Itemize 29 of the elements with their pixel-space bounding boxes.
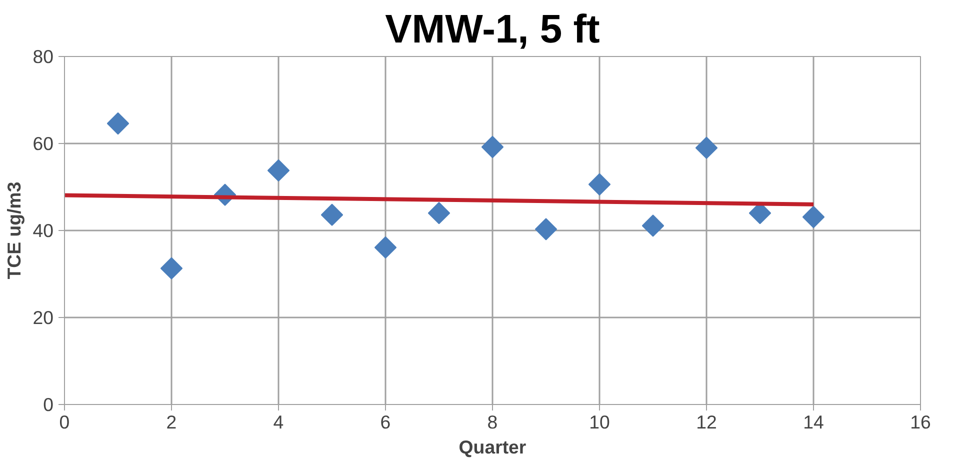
x-axis-title: Quarter: [458, 436, 526, 458]
x-tick-label: 6: [380, 412, 391, 432]
point: [802, 206, 825, 228]
y-tick-label: 0: [43, 394, 54, 415]
point: [267, 159, 290, 182]
x-tick-label: 12: [696, 412, 717, 432]
point: [428, 202, 450, 224]
x-tick-label: 0: [59, 412, 70, 432]
point: [481, 136, 504, 158]
y-tick-label: 80: [32, 46, 54, 67]
point: [160, 257, 183, 280]
x-tick-label: 10: [589, 412, 610, 432]
y-tick-label: 40: [32, 220, 54, 241]
point: [534, 218, 558, 240]
x-tick-label: 14: [803, 412, 824, 432]
chart-title: VMW-1, 5 ft: [385, 8, 600, 52]
y-axis-title: TCE ug/m3: [4, 182, 25, 280]
x-tick-label: 8: [487, 412, 498, 432]
y-tick-label: 60: [32, 133, 54, 154]
point: [588, 173, 611, 196]
x-tick-label: 4: [273, 412, 284, 432]
x-tick-label: 2: [166, 412, 177, 432]
point: [695, 136, 718, 159]
x-tick-label: 16: [910, 412, 931, 432]
point: [106, 112, 130, 135]
point: [374, 236, 397, 259]
y-tick-label: 20: [32, 307, 54, 328]
point: [320, 204, 344, 226]
point: [642, 214, 664, 237]
